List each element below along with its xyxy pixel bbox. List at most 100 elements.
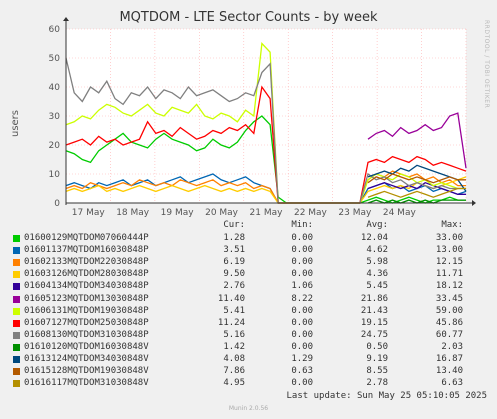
legend-avg-value: 4.62 (366, 245, 388, 256)
legend-row: 01613124MQTDOM34030848V 4.08 1.29 9.19 16.87 (0, 354, 497, 365)
legend-series-name: 01607127MQTDOM25030848P (24, 317, 149, 328)
legend-max-value: 13.00 (435, 245, 463, 256)
legend-max-value: 11.71 (435, 269, 463, 280)
x-tick-label: 21 May (250, 208, 284, 218)
legend-cur-value: 9.50 (223, 269, 245, 280)
legend-cur-value: 5.16 (223, 329, 245, 340)
legend-cur-value: 5.41 (223, 305, 245, 316)
legend-series-name: 01606131MQTDOM19030848P (24, 305, 149, 316)
legend-row: 01606131MQTDOM19030848P 5.41 0.00 21.43 59.0… (0, 306, 497, 317)
legend-series-name: 01600129MQTDOM07060444P (24, 233, 149, 243)
legend-row: 01600129MQTDOM07060444P 1.28 0.00 12.04 33.0… (0, 233, 497, 244)
legend-max-value: 60.77 (435, 329, 463, 340)
legend-avg-value: 21.43 (360, 305, 388, 316)
y-tick-label: 30 (49, 112, 61, 122)
legend-row: 01603126MQTDOM28030848P 9.50 0.00 4.36 11.71 (0, 269, 497, 280)
legend-cur-value: 7.86 (223, 366, 245, 377)
x-tick-label: 22 May (294, 208, 328, 218)
legend-cur-value: 11.40 (217, 293, 245, 304)
legend-column-header: Cur: (223, 220, 245, 230)
series-line (367, 112, 467, 169)
legend-avg-value: 5.45 (366, 281, 388, 292)
legend-avg-value: 21.86 (360, 293, 388, 304)
legend-min-value: 0.00 (291, 378, 313, 389)
legend-swatch (13, 283, 20, 291)
legend-min-value: 0.00 (291, 329, 313, 340)
legend-row: 01616117MQTDOM31030848V 4.95 0.00 2.78 6.63 (0, 378, 497, 389)
series-line (65, 115, 466, 204)
chart-plot: 0 10 20 30 40 50 60 17 May 18 May 19 May 20 May 21 … (49, 17, 476, 218)
footer-version: Munin 2.0.56 (228, 405, 269, 412)
legend-series-name: 01616117MQTDOM31030848V (24, 378, 149, 389)
legend-avg-value: 0.50 (366, 341, 388, 352)
legend-row: 01602133MQTDOM22030848P 6.19 0.00 5.98 12.15 (0, 257, 497, 268)
last-update: Last update: Sun May 25 05:10:05 2025 (286, 391, 487, 401)
legend-max-value: 33.00 (435, 233, 463, 243)
legend-swatch (13, 235, 20, 242)
y-tick-label: 60 (49, 25, 61, 35)
legend-series-name: 01613124MQTDOM34030848V (24, 354, 149, 364)
legend-row: 01608130MQTDOM31030848P 5.16 0.00 24.75 60.7… (0, 330, 497, 341)
legend-header: Cur: Min: Avg: Max: (0, 220, 497, 231)
series-line (65, 42, 466, 204)
x-tick-label: 23 May (338, 208, 372, 218)
legend-row: 01601137MQTDOM16030848P 3.51 0.00 4.62 13.00 (0, 245, 497, 256)
y-tick-label: 40 (49, 83, 61, 93)
legend-avg-value: 8.55 (366, 366, 388, 377)
legend-avg-value: 4.36 (366, 269, 388, 280)
legend-row: 01604134MQTDOM34030848P 2.76 1.06 5.45 18.12 (0, 281, 497, 292)
legend-min-value: 0.00 (291, 245, 313, 256)
legend-series-name: 01605123MQTDOM13030848P (24, 293, 149, 304)
series-line (367, 187, 466, 198)
legend-series-name: 01603126MQTDOM28030848P (24, 269, 149, 280)
y-tick-label: 20 (49, 141, 61, 151)
legend-min-value: 0.63 (291, 366, 313, 377)
legend-swatch (13, 271, 20, 279)
legend-row: 01607127MQTDOM25030848P 11.24 0.00 19.15 45.… (0, 318, 497, 329)
legend-swatch (13, 295, 20, 303)
legend-avg-value: 9.19 (366, 354, 388, 364)
y-axis-arrow (63, 17, 69, 21)
x-tick-label: 24 May (383, 208, 417, 218)
legend-row: 01615128MQTDOM19030848V 7.86 0.63 8.55 13.40 (0, 366, 497, 377)
legend-swatch (13, 331, 20, 339)
legend-min-value: 0.00 (291, 257, 313, 268)
legend-series-name: 01615128MQTDOM19030848V (24, 366, 149, 377)
legend-column-header: Max: (441, 220, 463, 230)
series-line (367, 173, 466, 184)
y-tick-label: 0 (54, 199, 60, 209)
legend-max-value: 16.87 (435, 354, 463, 364)
series-line (65, 57, 466, 204)
legend-min-value: 1.29 (291, 354, 313, 364)
legend-cur-value: 2.76 (223, 281, 245, 292)
legend-max-value: 59.00 (435, 305, 463, 316)
legend-row: 01605123MQTDOM13030848P 11.40 8.22 21.86 33.… (0, 294, 497, 305)
legend-max-value: 13.40 (435, 366, 463, 377)
legend-cur-value: 1.42 (223, 341, 245, 352)
legend-min-value: 0.00 (291, 305, 313, 316)
legend-swatch (13, 319, 20, 327)
legend-min-value: 0.00 (291, 317, 313, 328)
legend-cur-value: 6.19 (223, 257, 245, 268)
x-tick-label: 19 May (161, 208, 195, 218)
series-line (65, 85, 467, 204)
legend-min-value: 8.22 (291, 293, 313, 304)
legend-max-value: 12.15 (435, 257, 463, 268)
x-tick-label: 20 May (205, 208, 239, 218)
legend-swatch (13, 380, 20, 388)
legend-min-value: 0.00 (291, 269, 313, 280)
legend-series-name: 01610120MQTDOM16030848V (24, 341, 149, 352)
legend-max-value: 33.45 (435, 293, 463, 304)
y-tick-label: 50 (49, 54, 61, 64)
legend-series-name: 01604134MQTDOM34030848P (24, 281, 149, 292)
legend-row: 01610120MQTDOM16030848V 1.42 0.00 0.50 2.03 (0, 342, 497, 353)
legend-cur-value: 11.24 (217, 317, 245, 328)
legend-series-name: 01601137MQTDOM16030848P (24, 245, 149, 256)
legend-cur-value: 4.95 (223, 378, 245, 389)
legend-avg-value: 12.04 (360, 233, 388, 243)
legend-cur-value: 1.28 (223, 233, 245, 243)
legend-column-header: Min: (291, 220, 313, 230)
series-line (65, 170, 466, 204)
legend-min-value: 0.00 (291, 233, 313, 243)
legend-swatch (13, 368, 20, 376)
